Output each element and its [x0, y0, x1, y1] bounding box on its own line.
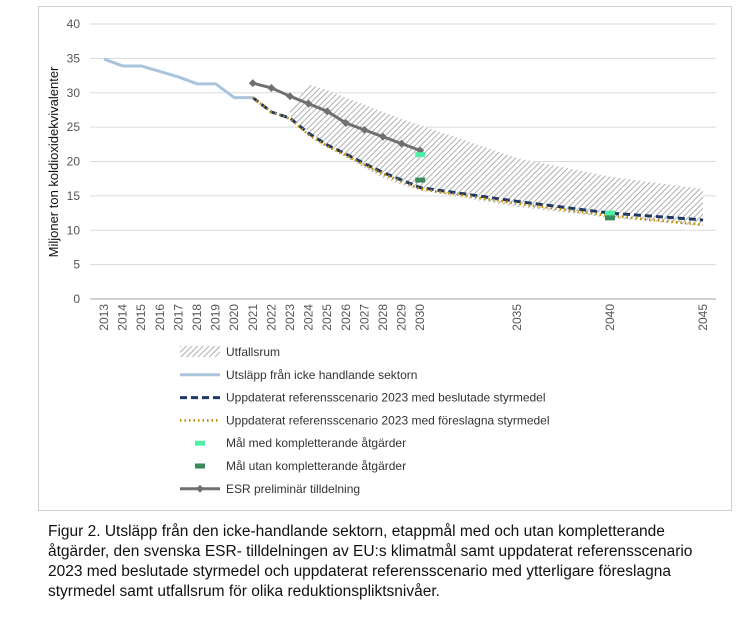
esr-point — [360, 125, 369, 134]
x-tick-label: 2028 — [376, 304, 390, 331]
x-tick-label: 2014 — [116, 304, 130, 331]
x-tick-label: 2027 — [357, 304, 371, 331]
esr-point — [323, 107, 332, 116]
y-tick-label: 30 — [67, 86, 81, 100]
legend-swatch-esr-marker — [196, 484, 204, 493]
esr-point — [267, 83, 276, 92]
x-tick-label: 2023 — [283, 304, 297, 331]
y-axis: 0 5 10 15 20 25 30 35 40 — [67, 17, 81, 306]
legend-item-esr: ESR preliminär tilldelning — [180, 482, 360, 496]
legend-item-historic: Utsläpp från icke handlande sektorn — [180, 368, 417, 382]
proposed-scenario-line — [252, 96, 704, 227]
x-tick-label: 2026 — [339, 304, 353, 331]
y-tick-label: 20 — [67, 155, 81, 169]
y-tick-label: 10 — [67, 223, 81, 237]
esr-point — [341, 119, 350, 127]
legend-item-target_without: Mål utan kompletterande åtgärder — [195, 459, 406, 473]
x-tick-label: 2022 — [264, 304, 278, 331]
legend-label: Utfallsrum — [226, 345, 280, 359]
legend: Utfallsrum Utsläpp från icke handlande se… — [180, 345, 550, 496]
y-tick-label: 25 — [67, 120, 81, 134]
historic-emissions-line — [103, 57, 253, 100]
x-tick-label: 2017 — [171, 304, 185, 331]
series-lines — [103, 57, 704, 227]
legend-item-decided: Uppdaterat referensscenario 2023 med bes… — [180, 391, 546, 405]
legend-label: Utsläpp från icke handlande sektorn — [226, 368, 417, 382]
legend-label: Mål med kompletterande åtgärder — [226, 436, 406, 450]
esr-point — [379, 132, 387, 141]
legend-swatch-range — [180, 346, 220, 357]
x-tick-label: 2024 — [302, 304, 316, 331]
legend-swatch-target-with — [195, 440, 205, 446]
y-tick-label: 40 — [67, 17, 81, 31]
target-without-measures-mark — [415, 177, 426, 183]
legend-item-target_with: Mål med kompletterande åtgärder — [195, 436, 406, 450]
legend-label: Uppdaterat referensscenario 2023 med för… — [226, 413, 550, 427]
figure-caption: Figur 2. Utsläpp från den icke-handlande… — [48, 523, 693, 600]
esr-allocation-line — [252, 81, 421, 152]
y-tick-label: 35 — [67, 51, 81, 65]
x-tick-label: 2029 — [395, 304, 409, 331]
x-tick-label: 2045 — [696, 304, 710, 331]
y-tick-label: 5 — [73, 258, 80, 272]
esr-point — [286, 92, 294, 101]
legend-swatch-target-without — [195, 463, 205, 469]
y-tick-label: 15 — [67, 189, 81, 203]
decided-scenario-line — [251, 96, 704, 222]
x-tick-label: 2013 — [97, 304, 111, 331]
legend-label: ESR preliminär tilldelning — [226, 482, 360, 496]
x-tick-label: 2019 — [209, 304, 223, 331]
legend-item-proposed: Uppdaterat referensscenario 2023 med för… — [180, 413, 550, 427]
range-band — [290, 84, 703, 227]
x-tick-label: 2021 — [246, 304, 260, 331]
legend-label: Mål utan kompletterande åtgärder — [226, 459, 406, 473]
x-tick-label: 2030 — [413, 304, 427, 331]
x-tick-label: 2020 — [227, 304, 241, 331]
x-axis: 2013 2014 2015 2016 2017 2018 2019 2020 2021 2022… — [97, 304, 710, 331]
x-tick-label: 2040 — [603, 304, 617, 331]
target-without-measures-mark — [605, 215, 615, 221]
range-area — [290, 84, 703, 227]
x-tick-label: 2016 — [153, 304, 167, 331]
legend-item-range: Utfallsrum — [180, 345, 280, 359]
y-axis-label: Miljoner ton koldioxidekvivalenter — [46, 66, 61, 257]
esr-point — [248, 79, 257, 88]
y-tick-label: 0 — [73, 292, 80, 306]
target-with-measures-mark — [605, 210, 615, 216]
chart-frame — [38, 6, 732, 511]
esr-point — [304, 99, 313, 108]
x-tick-label: 2025 — [320, 304, 334, 331]
esr-point — [397, 139, 406, 148]
x-tick-label: 2035 — [510, 304, 524, 331]
target-with-measures-mark — [415, 152, 426, 158]
legend-label: Uppdaterat referensscenario 2023 med bes… — [226, 391, 546, 405]
x-tick-label: 2015 — [134, 304, 148, 331]
x-tick-label: 2018 — [190, 304, 204, 331]
